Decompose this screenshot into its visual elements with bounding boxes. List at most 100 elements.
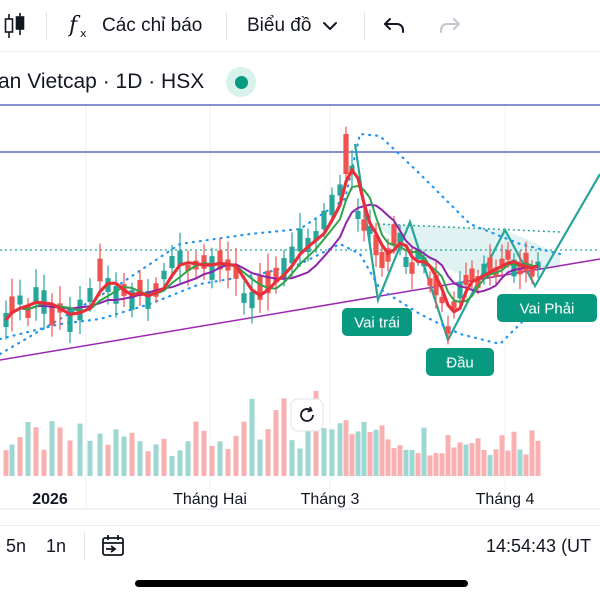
pattern-labels: Vai trái Đầu Vai Phải (342, 294, 597, 376)
volume-bar (379, 425, 385, 476)
label-left-shoulder: Vai trái (354, 315, 400, 332)
undo-icon (384, 18, 404, 33)
status-dot-icon (234, 75, 248, 89)
candle-body (185, 264, 191, 272)
volume-bar (511, 431, 517, 476)
volume-bar (233, 435, 239, 476)
range-5n-button[interactable]: 5n (6, 535, 27, 556)
candle-body (33, 287, 39, 303)
volume-bar (481, 449, 487, 476)
volume-bar (469, 443, 475, 476)
redo-icon (440, 18, 460, 33)
volume-bar (297, 448, 303, 476)
candle-body (217, 250, 223, 270)
volume-bar (257, 439, 263, 476)
candle-body (113, 286, 119, 304)
volume-bar (33, 427, 39, 476)
candle-body (529, 267, 535, 277)
volume-bar (161, 438, 167, 476)
volume-bar (321, 427, 327, 476)
candle-body (463, 274, 469, 286)
volume-bar (77, 423, 83, 476)
volume-bar (225, 448, 231, 476)
volume-bar (241, 421, 247, 476)
price-chart[interactable]: Vai trái Đầu Vai Phải 2026 Tháng Hai Tháng 3… (0, 104, 600, 524)
candlestick-icon[interactable] (4, 0, 28, 52)
label-right-shoulder: Vai Phải (520, 301, 575, 318)
volume-bar (281, 398, 287, 476)
volume-bar (273, 410, 279, 476)
candle-body (481, 263, 487, 277)
candle-body (87, 288, 93, 302)
volume-bar (415, 453, 421, 476)
label-head: Đầu (446, 355, 474, 372)
volume-bar (475, 438, 481, 476)
volume-bar (523, 454, 529, 476)
volume-bar (17, 437, 23, 476)
candle-body (439, 296, 445, 304)
redo-button[interactable] (436, 0, 462, 52)
candle-body (469, 268, 475, 282)
toolbar-divider (226, 12, 227, 40)
bottom-divider (84, 532, 85, 560)
volume-bar (505, 450, 511, 476)
undo-button[interactable] (382, 0, 408, 52)
volume-bar (185, 441, 191, 476)
volume-bar (153, 444, 159, 476)
volume-bar (305, 407, 311, 476)
market-status-indicator[interactable] (226, 67, 257, 97)
candle-body (25, 306, 31, 318)
calendar-range-icon (102, 535, 124, 556)
indicators-label: Các chỉ báo (102, 15, 203, 36)
x-tick-label: Tháng Hai (173, 491, 247, 508)
symbol-title[interactable]: an Vietcap · 1D · HSX (0, 70, 205, 93)
candle-body (67, 308, 73, 332)
reset-view-button[interactable] (290, 398, 324, 432)
label-right-shoulder-bg (497, 294, 597, 322)
candle-body (257, 276, 263, 300)
indicators-button[interactable]: f x Các chỉ báo (68, 0, 202, 52)
volume-bar (9, 444, 15, 476)
date-range-button[interactable] (100, 526, 128, 566)
volume-bar (367, 432, 373, 476)
volume-bar (535, 440, 541, 476)
candle-body (97, 258, 103, 282)
volume-bar (451, 447, 457, 476)
candle-body (355, 210, 361, 220)
candle-body (343, 134, 349, 174)
candle-body (445, 326, 451, 334)
volume-bars (3, 390, 541, 476)
volume-bar (421, 427, 427, 476)
upper-guide (0, 132, 562, 356)
volume-bar (209, 446, 215, 476)
candle-body (9, 296, 15, 314)
volume-bar (487, 454, 493, 476)
volume-bar (169, 455, 175, 476)
range-1n-button[interactable]: 1n (46, 535, 67, 556)
function-icon: f x (68, 13, 87, 40)
reset-icon (300, 408, 314, 422)
candle-body (49, 304, 55, 326)
volume-bar (121, 436, 127, 476)
volume-bar (409, 450, 415, 476)
bottom-bar: 5n 1n 14:54:43 (UT (0, 525, 600, 565)
chart-type-button[interactable]: Biểu đồ (247, 0, 339, 52)
volume-bar (49, 421, 55, 476)
candle-body (523, 252, 529, 272)
volume-bar (403, 449, 409, 476)
symbol-header: an Vietcap · 1D · HSX (0, 60, 257, 104)
candle-body (145, 291, 151, 309)
reset-button-bg (290, 398, 324, 432)
volume-bar (433, 452, 439, 476)
volume-bar (427, 455, 433, 476)
candle-body (161, 270, 167, 280)
volume-bar (517, 449, 523, 476)
volume-bar (67, 440, 73, 476)
candle-body (373, 234, 379, 256)
label-left-shoulder-bg (342, 308, 412, 336)
volume-bar (265, 429, 271, 476)
volume-bar (129, 432, 135, 476)
volume-bar (529, 430, 535, 476)
volume-bar (493, 449, 499, 476)
candle-body (403, 256, 409, 268)
